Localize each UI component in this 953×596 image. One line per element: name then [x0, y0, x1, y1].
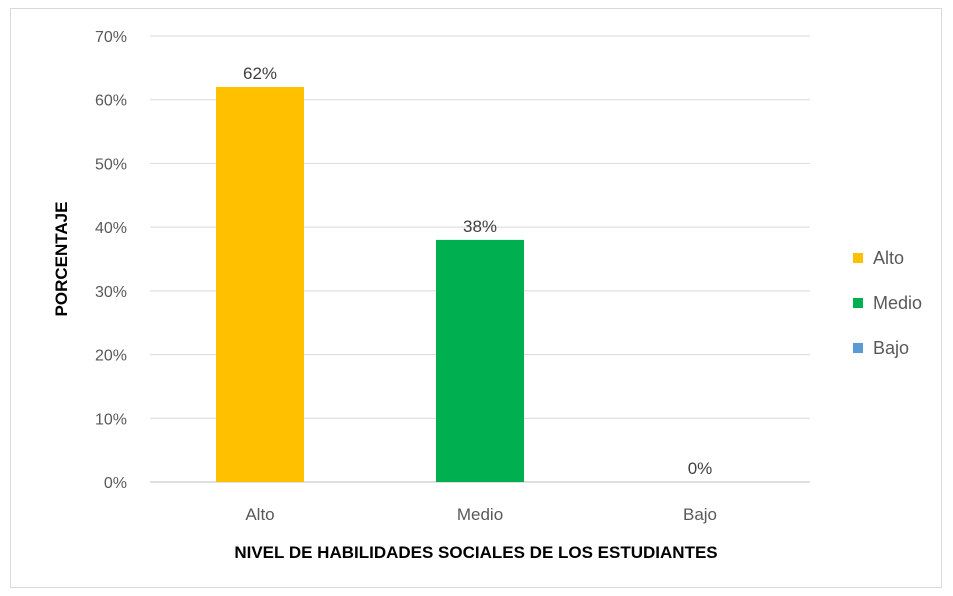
y-tick-label: 20%: [95, 348, 127, 365]
y-tick-label: 30%: [95, 284, 127, 301]
legend-swatch-bajo: [853, 343, 863, 353]
y-tick-label: 60%: [95, 93, 127, 110]
data-label-medio: 38%: [463, 217, 497, 236]
bars: [216, 86, 524, 482]
legend-label-medio: Medio: [873, 293, 922, 313]
legend-label-alto: Alto: [873, 248, 904, 268]
legend: Alto Medio Bajo: [853, 248, 922, 358]
legend-swatch-medio: [853, 298, 863, 308]
bar-alto: [216, 86, 304, 482]
y-axis-title: PORCENTAJE: [52, 202, 71, 317]
data-labels: 62% 38% 0%: [243, 64, 712, 478]
y-tick-label: 40%: [95, 220, 127, 237]
y-axis-ticks: 0% 10% 20% 30% 40% 50% 60% 70%: [95, 29, 127, 492]
x-tick-label: Alto: [245, 505, 274, 524]
y-tick-label: 70%: [95, 29, 127, 46]
x-axis-ticks: Alto Medio Bajo: [245, 505, 717, 524]
bar-medio: [436, 239, 524, 482]
y-tick-label: 0%: [104, 475, 127, 492]
legend-swatch-alto: [853, 253, 863, 263]
y-tick-label: 10%: [95, 411, 127, 428]
y-tick-label: 50%: [95, 156, 127, 173]
data-label-alto: 62%: [243, 64, 277, 83]
x-tick-label: Medio: [457, 505, 503, 524]
legend-label-bajo: Bajo: [873, 338, 909, 358]
x-tick-label: Bajo: [683, 505, 717, 524]
x-axis-title: NIVEL DE HABILIDADES SOCIALES DE LOS EST…: [234, 543, 717, 562]
data-label-bajo: 0%: [688, 459, 713, 478]
